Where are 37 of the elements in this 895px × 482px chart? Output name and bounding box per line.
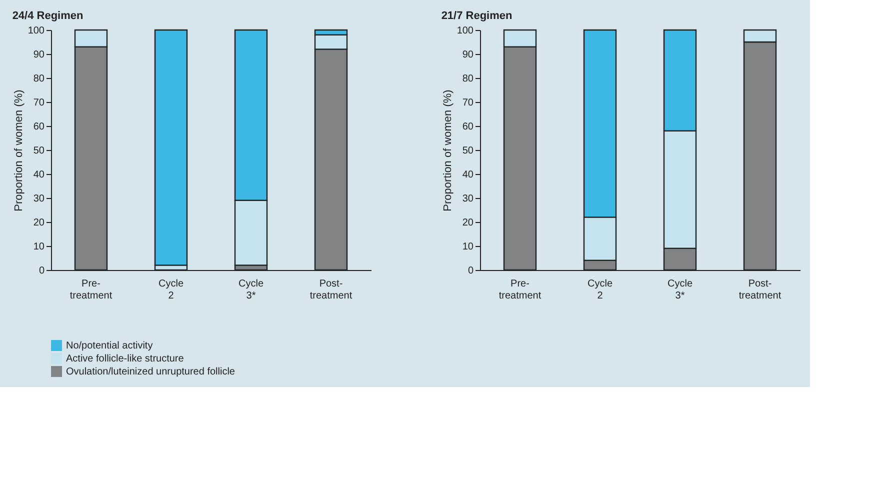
y-tick-label: 0	[468, 266, 474, 276]
x-tick-label: Pre-treatment	[70, 278, 112, 302]
y-tick-label: 100	[28, 26, 45, 36]
y-tick-label: 80	[462, 74, 474, 84]
y-tick-label: 20	[462, 218, 474, 228]
x-tick-label: Cycle 2	[587, 278, 613, 302]
y-tick-label: 70	[462, 98, 474, 108]
y-tick-label: 90	[462, 50, 474, 60]
y-tick-label: 10	[33, 242, 45, 252]
legend-label: No/potential activity	[66, 340, 153, 352]
x-tick-label: Post-treatment	[738, 278, 782, 302]
x-tick-label: Cycle 3*	[238, 278, 264, 302]
y-tick-label: 0	[38, 266, 45, 276]
y-tick-label: 70	[33, 98, 45, 108]
y-axis-title: Proportion of women (%)	[12, 90, 25, 212]
y-tick-label: 30	[462, 194, 474, 204]
x-tick-label: Cycle 3*	[667, 278, 693, 302]
y-tick-label: 60	[462, 122, 474, 132]
y-tick-label: 40	[33, 170, 45, 180]
x-tick-label: Post-treatment	[310, 278, 352, 302]
chart-title: 21/7 Regimen	[441, 10, 513, 22]
y-tick-label: 90	[33, 50, 45, 60]
y-tick-label: 50	[462, 146, 474, 156]
y-axis-title: Proportion of women (%)	[442, 90, 454, 212]
chart-title: 24/4 Regimen	[12, 10, 84, 22]
y-tick-label: 80	[33, 74, 45, 84]
y-tick-label: 100	[456, 26, 474, 36]
y-tick-label: 60	[33, 122, 45, 132]
legend-label: Active follicle-like structure	[66, 354, 184, 364]
y-tick-label: 40	[462, 170, 474, 180]
y-tick-label: 50	[33, 146, 45, 156]
x-tick-label: Cycle 2	[158, 278, 184, 302]
y-tick-label: 20	[33, 218, 45, 228]
y-tick-label: 30	[33, 194, 45, 204]
x-tick-label: Pre-treatment	[498, 278, 542, 302]
legend-label: Ovulation/luteinized unruptured follicle	[66, 366, 236, 378]
y-tick-label: 10	[462, 242, 474, 252]
